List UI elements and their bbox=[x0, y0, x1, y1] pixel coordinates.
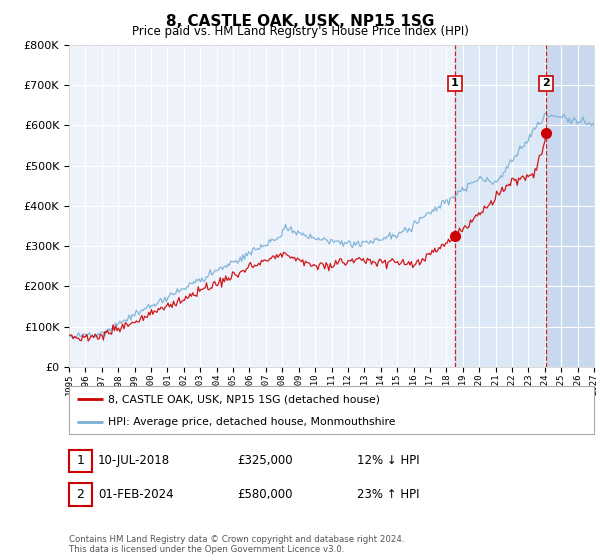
Text: £580,000: £580,000 bbox=[237, 488, 293, 501]
Text: 01-FEB-2024: 01-FEB-2024 bbox=[98, 488, 173, 501]
Text: 23% ↑ HPI: 23% ↑ HPI bbox=[357, 488, 419, 501]
Text: £325,000: £325,000 bbox=[237, 454, 293, 468]
Text: 2: 2 bbox=[542, 78, 550, 88]
Bar bbox=[455, 45, 546, 367]
Text: 1: 1 bbox=[451, 78, 459, 88]
Text: 12% ↓ HPI: 12% ↓ HPI bbox=[357, 454, 419, 468]
Text: Contains HM Land Registry data © Crown copyright and database right 2024.
This d: Contains HM Land Registry data © Crown c… bbox=[69, 535, 404, 554]
Text: 8, CASTLE OAK, USK, NP15 1SG: 8, CASTLE OAK, USK, NP15 1SG bbox=[166, 14, 434, 29]
Text: 10-JUL-2018: 10-JUL-2018 bbox=[98, 454, 170, 468]
Text: 1: 1 bbox=[76, 454, 85, 468]
Text: 2: 2 bbox=[76, 488, 85, 501]
Text: 8, CASTLE OAK, USK, NP15 1SG (detached house): 8, CASTLE OAK, USK, NP15 1SG (detached h… bbox=[109, 394, 380, 404]
Bar bbox=[546, 45, 594, 367]
Text: HPI: Average price, detached house, Monmouthshire: HPI: Average price, detached house, Monm… bbox=[109, 417, 396, 427]
Text: Price paid vs. HM Land Registry's House Price Index (HPI): Price paid vs. HM Land Registry's House … bbox=[131, 25, 469, 38]
